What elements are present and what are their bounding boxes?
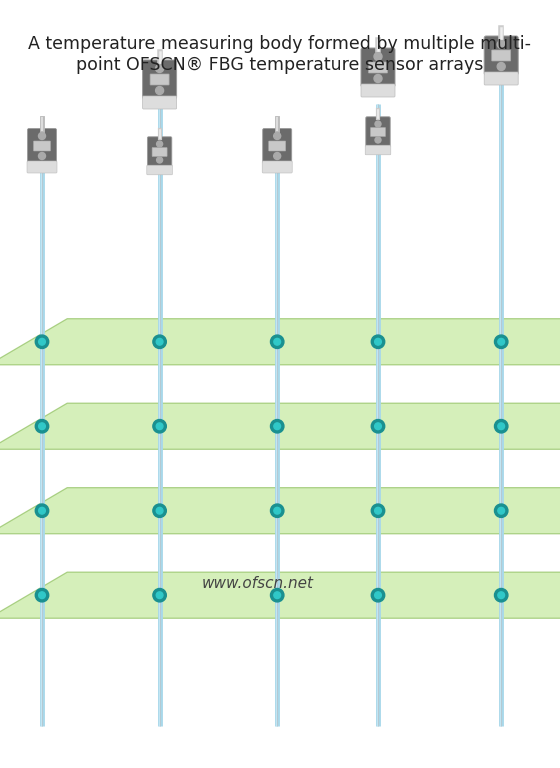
Circle shape (35, 588, 49, 602)
Circle shape (270, 335, 284, 349)
Circle shape (39, 339, 45, 345)
Circle shape (375, 423, 381, 429)
Circle shape (494, 335, 508, 349)
Circle shape (35, 335, 49, 349)
Circle shape (156, 339, 163, 345)
FancyBboxPatch shape (492, 50, 511, 61)
FancyBboxPatch shape (147, 165, 172, 175)
Circle shape (153, 419, 166, 433)
FancyBboxPatch shape (368, 62, 388, 73)
Circle shape (498, 592, 505, 598)
Polygon shape (0, 488, 560, 534)
Circle shape (274, 133, 281, 140)
Text: A temperature measuring body formed by multiple multi-
point OFSCN® FBG temperat: A temperature measuring body formed by m… (29, 35, 531, 74)
FancyBboxPatch shape (371, 127, 385, 137)
Circle shape (157, 157, 162, 163)
FancyBboxPatch shape (150, 74, 169, 85)
Circle shape (497, 41, 505, 48)
FancyBboxPatch shape (27, 161, 57, 173)
FancyBboxPatch shape (262, 161, 292, 173)
Circle shape (39, 133, 45, 140)
Circle shape (494, 588, 508, 602)
Circle shape (375, 592, 381, 598)
Polygon shape (0, 319, 560, 365)
FancyBboxPatch shape (27, 128, 57, 164)
Circle shape (375, 121, 381, 127)
Circle shape (156, 423, 163, 429)
Circle shape (498, 339, 505, 345)
Polygon shape (0, 572, 560, 618)
FancyBboxPatch shape (152, 147, 167, 157)
Circle shape (371, 335, 385, 349)
FancyBboxPatch shape (147, 137, 172, 167)
FancyBboxPatch shape (143, 96, 176, 109)
Circle shape (374, 74, 382, 82)
Circle shape (156, 508, 163, 514)
Circle shape (156, 592, 163, 598)
FancyBboxPatch shape (361, 84, 395, 97)
FancyBboxPatch shape (366, 117, 390, 147)
Circle shape (375, 339, 381, 345)
Circle shape (497, 62, 505, 71)
Circle shape (39, 592, 45, 598)
Circle shape (498, 423, 505, 429)
Polygon shape (0, 403, 560, 449)
Circle shape (494, 419, 508, 433)
Circle shape (156, 87, 164, 94)
Circle shape (270, 588, 284, 602)
Circle shape (371, 419, 385, 433)
Circle shape (39, 508, 45, 514)
Circle shape (39, 153, 45, 160)
Circle shape (375, 137, 381, 143)
Circle shape (498, 508, 505, 514)
Circle shape (153, 335, 166, 349)
Circle shape (375, 508, 381, 514)
FancyBboxPatch shape (143, 60, 176, 99)
Circle shape (371, 504, 385, 518)
Circle shape (153, 504, 166, 518)
FancyBboxPatch shape (269, 141, 286, 151)
Circle shape (274, 423, 281, 429)
Circle shape (494, 504, 508, 518)
Circle shape (274, 153, 281, 160)
Circle shape (270, 504, 284, 518)
Text: www.ofscn.net: www.ofscn.net (202, 576, 314, 591)
Circle shape (39, 423, 45, 429)
Circle shape (35, 504, 49, 518)
Circle shape (374, 52, 382, 61)
FancyBboxPatch shape (34, 141, 50, 151)
Circle shape (156, 65, 164, 72)
FancyBboxPatch shape (484, 72, 518, 85)
FancyBboxPatch shape (361, 48, 395, 87)
Circle shape (274, 339, 281, 345)
Circle shape (274, 508, 281, 514)
Circle shape (270, 419, 284, 433)
FancyBboxPatch shape (365, 145, 391, 155)
Circle shape (157, 141, 162, 147)
Circle shape (371, 588, 385, 602)
FancyBboxPatch shape (484, 36, 518, 75)
Circle shape (153, 588, 166, 602)
FancyBboxPatch shape (263, 128, 292, 164)
Circle shape (274, 592, 281, 598)
Circle shape (35, 419, 49, 433)
